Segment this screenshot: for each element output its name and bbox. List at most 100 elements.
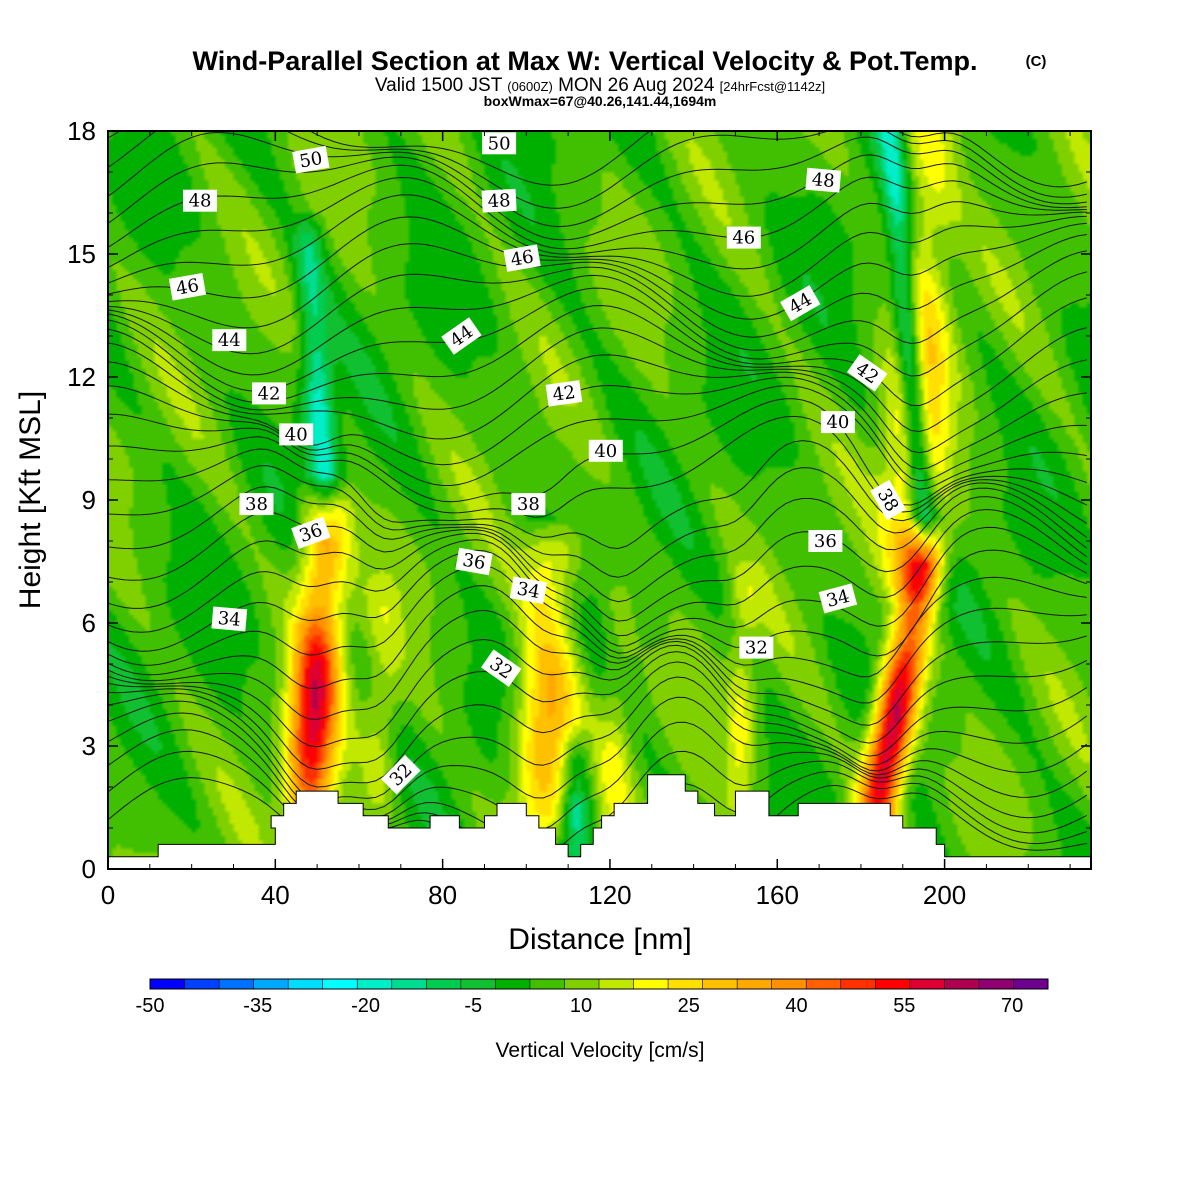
contour-label: 46 (726, 226, 761, 249)
colorbar-tick-label: -5 (464, 995, 482, 1017)
theta-contour-line (108, 415, 1088, 518)
theta-contour-line (108, 565, 1087, 678)
theta-contour-line (108, 508, 1088, 637)
colorbar-ticks: -50 -35 -20 -5 10 25 40 55 70 (136, 995, 1024, 1017)
x-tick-label: 160 (756, 880, 799, 910)
colorbar-swatch (564, 979, 600, 989)
contour-label-text: 46 (509, 246, 535, 271)
contour-label: 34 (211, 606, 248, 632)
theta-contour-line (108, 676, 1088, 801)
colorbar-swatch (495, 979, 531, 989)
theta-contour-line (108, 526, 1088, 647)
colorbar-swatch (253, 979, 289, 989)
colorbar-tick-label: 55 (893, 995, 915, 1017)
colorbar-swatch (184, 979, 220, 989)
colorbar-label: Vertical Velocity [cm/s] (496, 1039, 705, 1062)
theta-contour-line (108, 661, 1088, 788)
valid-prefix: Valid 1500 JST (375, 75, 503, 96)
theta-contour-line (108, 131, 1087, 228)
theta-contour-line (108, 234, 1087, 338)
contour-label-text: 42 (551, 382, 577, 406)
theta-contour-line (108, 154, 1087, 241)
contour-label: 40 (279, 423, 314, 446)
colorbar-swatch (875, 979, 911, 989)
colorbar-swatch (322, 979, 358, 989)
theta-contour-line (108, 194, 1087, 297)
colorbar-swatch (460, 979, 496, 989)
theta-contour-line (108, 131, 1087, 188)
contour-label-text: 46 (732, 228, 755, 249)
y-tick-label: 6 (82, 608, 96, 638)
theta-contour-line (108, 777, 1087, 869)
theta-contour-line (108, 585, 1087, 704)
contour-label: 36 (455, 547, 493, 576)
colorbar-swatch (702, 979, 738, 989)
theta-contour-line (108, 712, 1088, 830)
contour-label-text: 50 (298, 148, 324, 173)
x-tick-label: 120 (588, 880, 631, 910)
colorbar-swatch (806, 979, 842, 989)
theta-contour-line (108, 327, 1087, 454)
colorbar-swatch (668, 979, 704, 989)
contour-label-text: 34 (515, 578, 541, 603)
colorbar-swatch (150, 979, 186, 989)
x-axis-label: Distance [nm] (508, 923, 691, 956)
theta-contour-line (108, 549, 1087, 657)
contour-label: 46 (503, 244, 541, 272)
forecast-tag: [24hrFcst@1142z] (720, 79, 825, 94)
theta-contour-line (108, 638, 1088, 748)
y-tick-label: 12 (67, 362, 96, 392)
contour-label-text: 40 (594, 441, 617, 462)
theta-contour-line (108, 609, 1087, 726)
contour-label-text: 40 (826, 412, 849, 433)
contour-label-text: 36 (461, 550, 487, 575)
colorbar-swatch (840, 979, 876, 989)
contour-label: 36 (808, 530, 843, 552)
theta-contour-line (108, 216, 1087, 320)
colorbar-swatch (529, 979, 565, 989)
contour-label: 48 (481, 188, 517, 213)
contour-label-text: 34 (217, 608, 242, 631)
contour-label-text: 48 (189, 191, 212, 212)
theta-contour-line (108, 342, 1087, 470)
contour-label-text: 38 (245, 494, 268, 515)
contour-label: 50 (292, 145, 330, 174)
theta-contour-line (108, 385, 1087, 490)
colorbar-swatch (737, 979, 773, 989)
x-tick-label: 80 (428, 880, 457, 910)
valid-date: MON 26 Aug 2024 (558, 75, 715, 96)
colorbar-swatch (1013, 979, 1049, 989)
contour-label: 42 (252, 382, 287, 405)
contour-label: 48 (183, 189, 218, 212)
theta-contour-line (108, 271, 1087, 377)
colorbar-tick-label: 25 (678, 995, 700, 1017)
x-tick-label: 0 (101, 880, 115, 910)
theta-contour-line (108, 131, 1087, 209)
colorbar-swatch (288, 979, 324, 989)
contour-label-text: 36 (814, 531, 837, 552)
contour-label: 34 (509, 576, 548, 604)
y-tick-label: 3 (82, 731, 96, 761)
colorbar-swatch (357, 979, 393, 989)
theta-contour-line (108, 440, 1088, 550)
contour-label: 32 (739, 636, 774, 659)
valid-zulu: (0600Z) (507, 79, 553, 94)
theta-contour-line (108, 696, 1088, 811)
y-tick-label: 9 (82, 485, 96, 515)
theta-contour-line (108, 164, 1087, 250)
contour-label: 40 (820, 411, 855, 434)
contour-label-text: 38 (517, 494, 540, 515)
x-axis: 0 40 80 120 160 200 (101, 131, 1071, 910)
colorbar-swatch (391, 979, 427, 989)
contour-label: 50 (482, 132, 517, 155)
contour-label-text: 40 (285, 424, 308, 445)
valid-time-line: Valid 1500 JST (0600Z) MON 26 Aug 2024 [… (375, 75, 825, 96)
contour-label: 48 (805, 167, 842, 193)
theta-contour-line (108, 176, 1087, 270)
contour-label-text: 44 (218, 330, 241, 351)
theta-contour-line (108, 486, 1088, 603)
contour-label-text: 48 (811, 169, 836, 192)
x-tick-label: 40 (261, 880, 290, 910)
